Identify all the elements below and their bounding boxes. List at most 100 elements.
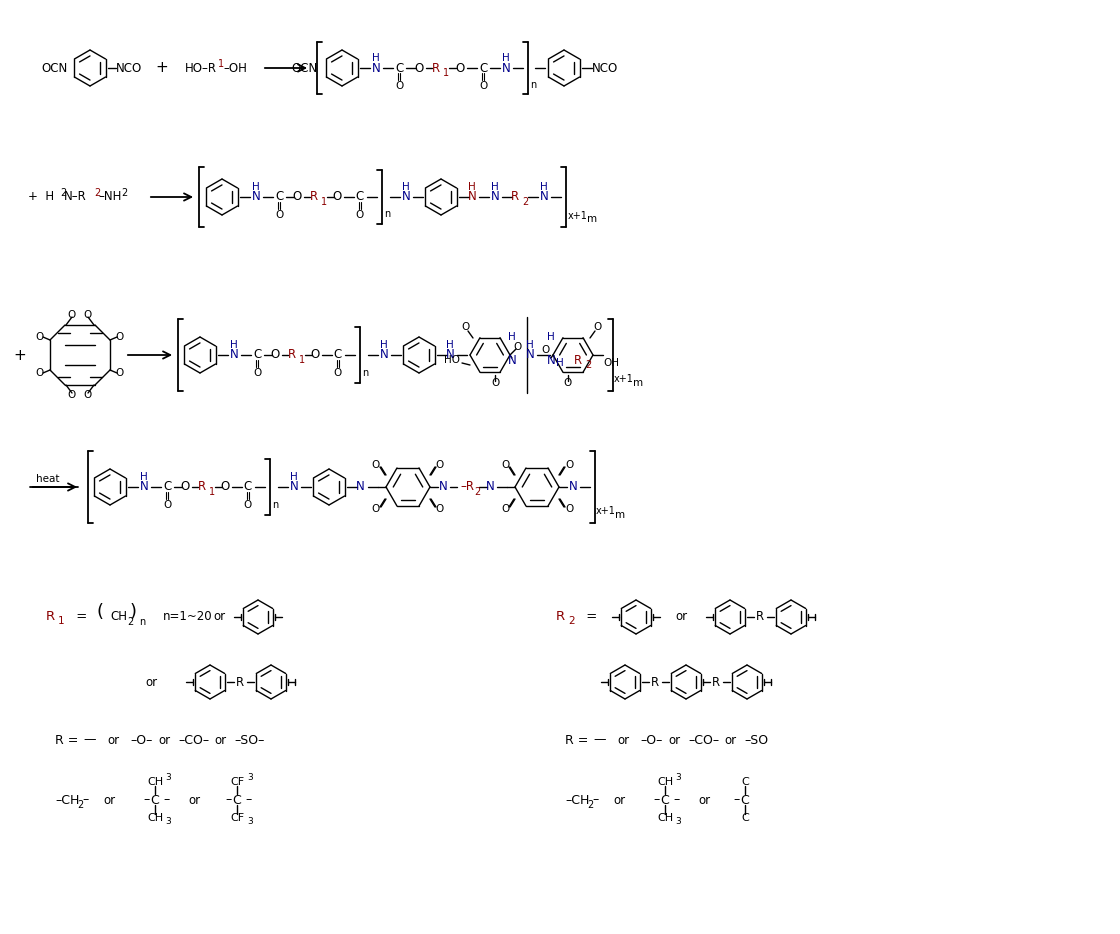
Text: =: = <box>582 611 597 624</box>
Text: O: O <box>333 191 342 204</box>
Text: R: R <box>511 191 519 204</box>
Text: –CH: –CH <box>55 794 80 806</box>
Text: 1: 1 <box>209 487 215 497</box>
Text: 3: 3 <box>165 817 170 827</box>
Text: O: O <box>563 378 572 388</box>
Text: N: N <box>439 480 447 493</box>
Text: 2: 2 <box>121 188 128 198</box>
Text: R: R <box>310 191 318 204</box>
Text: R =: R = <box>55 733 78 746</box>
Text: O: O <box>501 504 510 514</box>
Text: R =: R = <box>564 733 588 746</box>
Text: –R: –R <box>460 480 474 493</box>
Text: N: N <box>140 480 148 493</box>
Text: O: O <box>310 348 319 361</box>
Text: R: R <box>712 675 720 688</box>
Text: 1: 1 <box>321 197 327 207</box>
Text: R: R <box>46 611 55 624</box>
Text: or: or <box>158 733 170 746</box>
Text: O: O <box>84 310 92 320</box>
Text: 1: 1 <box>58 616 65 626</box>
Text: C: C <box>334 348 342 361</box>
Text: CH: CH <box>657 777 673 787</box>
Text: n: n <box>362 368 368 378</box>
Text: OCN: OCN <box>291 62 318 75</box>
Text: O: O <box>180 480 189 493</box>
Text: —: — <box>84 733 96 746</box>
Text: O: O <box>68 390 76 400</box>
Text: C: C <box>740 794 749 806</box>
Text: R: R <box>651 675 659 688</box>
Text: O: O <box>68 310 76 320</box>
Text: CH: CH <box>147 777 164 787</box>
Text: –: – <box>673 794 679 806</box>
Text: H: H <box>230 340 237 350</box>
Text: –: – <box>592 794 598 806</box>
Text: H: H <box>140 472 148 482</box>
Text: or: or <box>698 794 710 806</box>
Text: =: = <box>72 611 87 624</box>
Text: 2: 2 <box>77 800 83 810</box>
Text: –SO: –SO <box>744 733 768 746</box>
Text: O: O <box>501 460 510 470</box>
Text: HO: HO <box>444 355 460 365</box>
Text: O: O <box>372 504 380 514</box>
Text: C: C <box>244 480 252 493</box>
Text: C: C <box>661 794 670 806</box>
Text: or: or <box>214 733 226 746</box>
Text: –OH: –OH <box>223 62 246 75</box>
Text: 2: 2 <box>127 617 133 627</box>
Text: 1: 1 <box>299 355 305 365</box>
Text: +  H: + H <box>28 191 54 204</box>
Text: 1: 1 <box>444 68 449 78</box>
Text: N: N <box>507 353 516 366</box>
Text: N: N <box>491 191 500 204</box>
Text: n=1~20: n=1~20 <box>164 611 213 624</box>
Text: N–R: N–R <box>64 191 86 204</box>
Text: 2: 2 <box>587 800 594 810</box>
Text: or: or <box>144 675 157 688</box>
Text: O: O <box>36 368 44 378</box>
Text: R: R <box>556 611 564 624</box>
Text: N: N <box>446 348 455 361</box>
Text: O: O <box>436 460 445 470</box>
Text: n: n <box>272 500 278 510</box>
Text: C: C <box>233 794 242 806</box>
Text: –: – <box>164 794 169 806</box>
Text: O: O <box>564 460 573 470</box>
Text: C: C <box>479 62 487 75</box>
Text: N: N <box>402 191 410 204</box>
Text: N: N <box>252 191 260 204</box>
Text: H: H <box>290 472 298 482</box>
Text: N: N <box>486 480 494 493</box>
Text: 3: 3 <box>248 817 253 827</box>
Text: –: – <box>82 794 88 806</box>
Text: O: O <box>564 504 573 514</box>
Text: O: O <box>436 504 445 514</box>
Text: O: O <box>479 81 487 91</box>
Text: R: R <box>573 353 582 366</box>
Text: C: C <box>741 777 749 787</box>
Text: O: O <box>395 81 403 91</box>
Text: –SO–: –SO– <box>234 733 264 746</box>
Text: H: H <box>502 53 510 63</box>
Text: H: H <box>446 340 454 350</box>
Text: H: H <box>557 358 563 368</box>
Text: O: O <box>414 62 423 75</box>
Text: N: N <box>525 348 534 361</box>
Text: 2: 2 <box>60 188 66 198</box>
Text: or: or <box>103 794 115 806</box>
Text: x+1: x+1 <box>614 374 634 384</box>
Text: O: O <box>456 62 465 75</box>
Text: or: or <box>675 611 688 624</box>
Text: O: O <box>221 480 230 493</box>
Text: H: H <box>540 182 548 192</box>
Text: R: R <box>198 480 206 493</box>
Text: +: + <box>156 61 168 76</box>
Text: N: N <box>356 480 364 493</box>
Text: O: O <box>491 378 500 388</box>
Text: 2: 2 <box>522 197 529 207</box>
Text: 3: 3 <box>675 773 681 783</box>
Text: CH: CH <box>657 813 673 823</box>
Text: heat: heat <box>36 474 59 484</box>
